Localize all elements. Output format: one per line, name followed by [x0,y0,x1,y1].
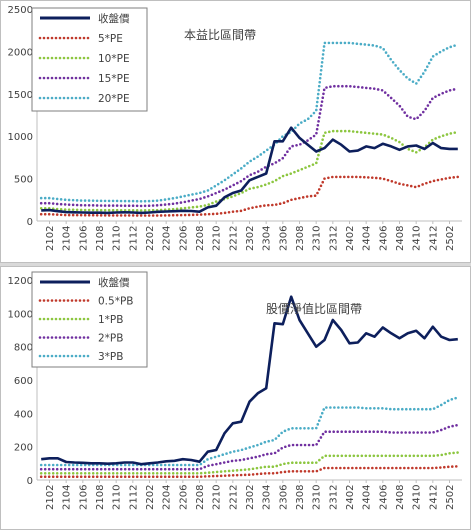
pb-band-chart-panel: 0 200 400 600 800 1000 1200 2102 2104 2106 2108 211… [0,266,471,530]
x-tick-label: 2210 [212,485,223,510]
x-tick-label: 2306 [278,485,289,510]
y-tick-label: 400 [14,409,33,420]
chart-annotation: 本益比區間帶 [184,28,256,42]
pe-band-chart-panel: 0 500 1000 1500 2000 2500 2102 2104 2106 2108 2110… [0,0,471,263]
x-tick-label: 2102 [45,485,56,510]
x-tick-label: 2502 [445,226,456,251]
x-tick-label: 2210 [212,226,223,251]
x-tick-label: 2302 [245,485,256,510]
series-line-1 [39,465,460,478]
legend-box [31,271,148,368]
y-tick-label: 0 [27,217,33,228]
y-tick-label: 2500 [8,5,33,16]
x-tick-label: 2106 [78,485,89,510]
x-tick-label: 2204 [162,226,173,251]
pb-band-chart: 0 200 400 600 800 1000 1200 2102 2104 2106 2108 211… [8,271,462,510]
x-tick-label: 2408 [395,485,406,510]
series-line-4 [39,396,460,467]
x-tick-label: 2412 [428,226,439,251]
series-line-1 [39,175,460,217]
x-tick-label: 2412 [428,485,439,510]
x-tick-label: 2202 [145,226,156,251]
series-line-3 [39,423,460,471]
legend-label-3: 15*PE [98,73,130,85]
x-tick-label: 2312 [328,226,339,251]
y-tick-label: 1500 [8,90,33,101]
legend-label-0: 收盤價 [98,276,130,289]
legend-label-2: 1*PB [98,314,123,326]
y-tick-label: 2000 [8,47,33,58]
x-tick-label: 2304 [262,226,273,251]
legend-label-4: 20*PE [98,93,130,105]
series-line-4 [39,41,460,203]
x-tick-label: 2402 [345,485,356,510]
x-tick-label: 2112 [128,226,139,251]
y-tick-label: 500 [14,175,33,186]
y-tick-label: 0 [27,476,33,487]
series-line-3 [39,84,460,208]
series-line-2 [39,451,460,475]
x-tick-label: 2106 [78,226,89,251]
x-tick-label: 2102 [45,226,56,251]
chart-annotation: 股價淨值比區間帶 [266,301,362,316]
x-tick-label: 2202 [145,485,156,510]
legend-box [31,7,148,112]
y-tick-label: 1000 [8,132,33,143]
series-line-0 [41,126,458,215]
legend-label-0: 收盤價 [98,12,130,25]
y-tick-label: 800 [14,343,33,354]
x-tick-label: 2104 [62,226,73,251]
x-tick-label: 2112 [128,485,139,510]
y-tick-label: 200 [14,443,33,454]
x-tick-label: 2406 [378,485,389,510]
x-tick-label: 2308 [295,226,306,251]
series-line-2 [39,129,460,212]
legend-label-1: 5*PE [98,33,123,45]
x-tick-label: 2406 [378,226,389,251]
series-line-0 [41,295,458,466]
x-tick-label: 2306 [278,226,289,251]
x-tick-label: 2104 [62,485,73,510]
x-tick-label: 2402 [345,226,356,251]
x-tick-label: 2410 [412,485,423,510]
x-tick-label: 2304 [262,485,273,510]
x-tick-label: 2110 [112,485,123,510]
x-tick-label: 2208 [195,226,206,251]
x-tick-label: 2204 [162,485,173,510]
x-tick-label: 2404 [362,226,373,251]
x-tick-label: 2212 [228,226,239,251]
x-tick-label: 2108 [95,485,106,510]
x-tick-label: 2110 [112,226,123,251]
legend: 收盤價 0.5*PB 1*PB 2*PB 3*PB [31,271,148,368]
x-tick-label: 2502 [445,485,456,510]
x-tick-label: 2206 [178,485,189,510]
x-tick-label: 2302 [245,226,256,251]
pe-band-chart: 0 500 1000 1500 2000 2500 2102 2104 2106 2108 2110… [8,5,462,251]
y-tick-label: 600 [14,376,33,387]
legend-label-1: 0.5*PB [98,296,133,308]
x-tick-label: 2310 [312,485,323,510]
legend-label-4: 3*PB [98,351,123,363]
y-tick-label: 1200 [8,276,33,287]
x-tick-label: 2310 [312,226,323,251]
x-tick-label: 2208 [195,485,206,510]
x-tick-label: 2206 [178,226,189,251]
x-tick-label: 2212 [228,485,239,510]
x-tick-label: 2312 [328,485,339,510]
x-tick-label: 2404 [362,485,373,510]
legend-label-3: 2*PB [98,333,123,345]
x-tick-label: 2308 [295,485,306,510]
y-tick-label: 1000 [8,309,33,320]
x-tick-label: 2410 [412,226,423,251]
legend: 收盤價 5*PE 10*PE 15*PE 20*PE [31,7,148,112]
legend-label-2: 10*PE [98,53,130,65]
x-tick-label: 2108 [95,226,106,251]
x-tick-label: 2408 [395,226,406,251]
